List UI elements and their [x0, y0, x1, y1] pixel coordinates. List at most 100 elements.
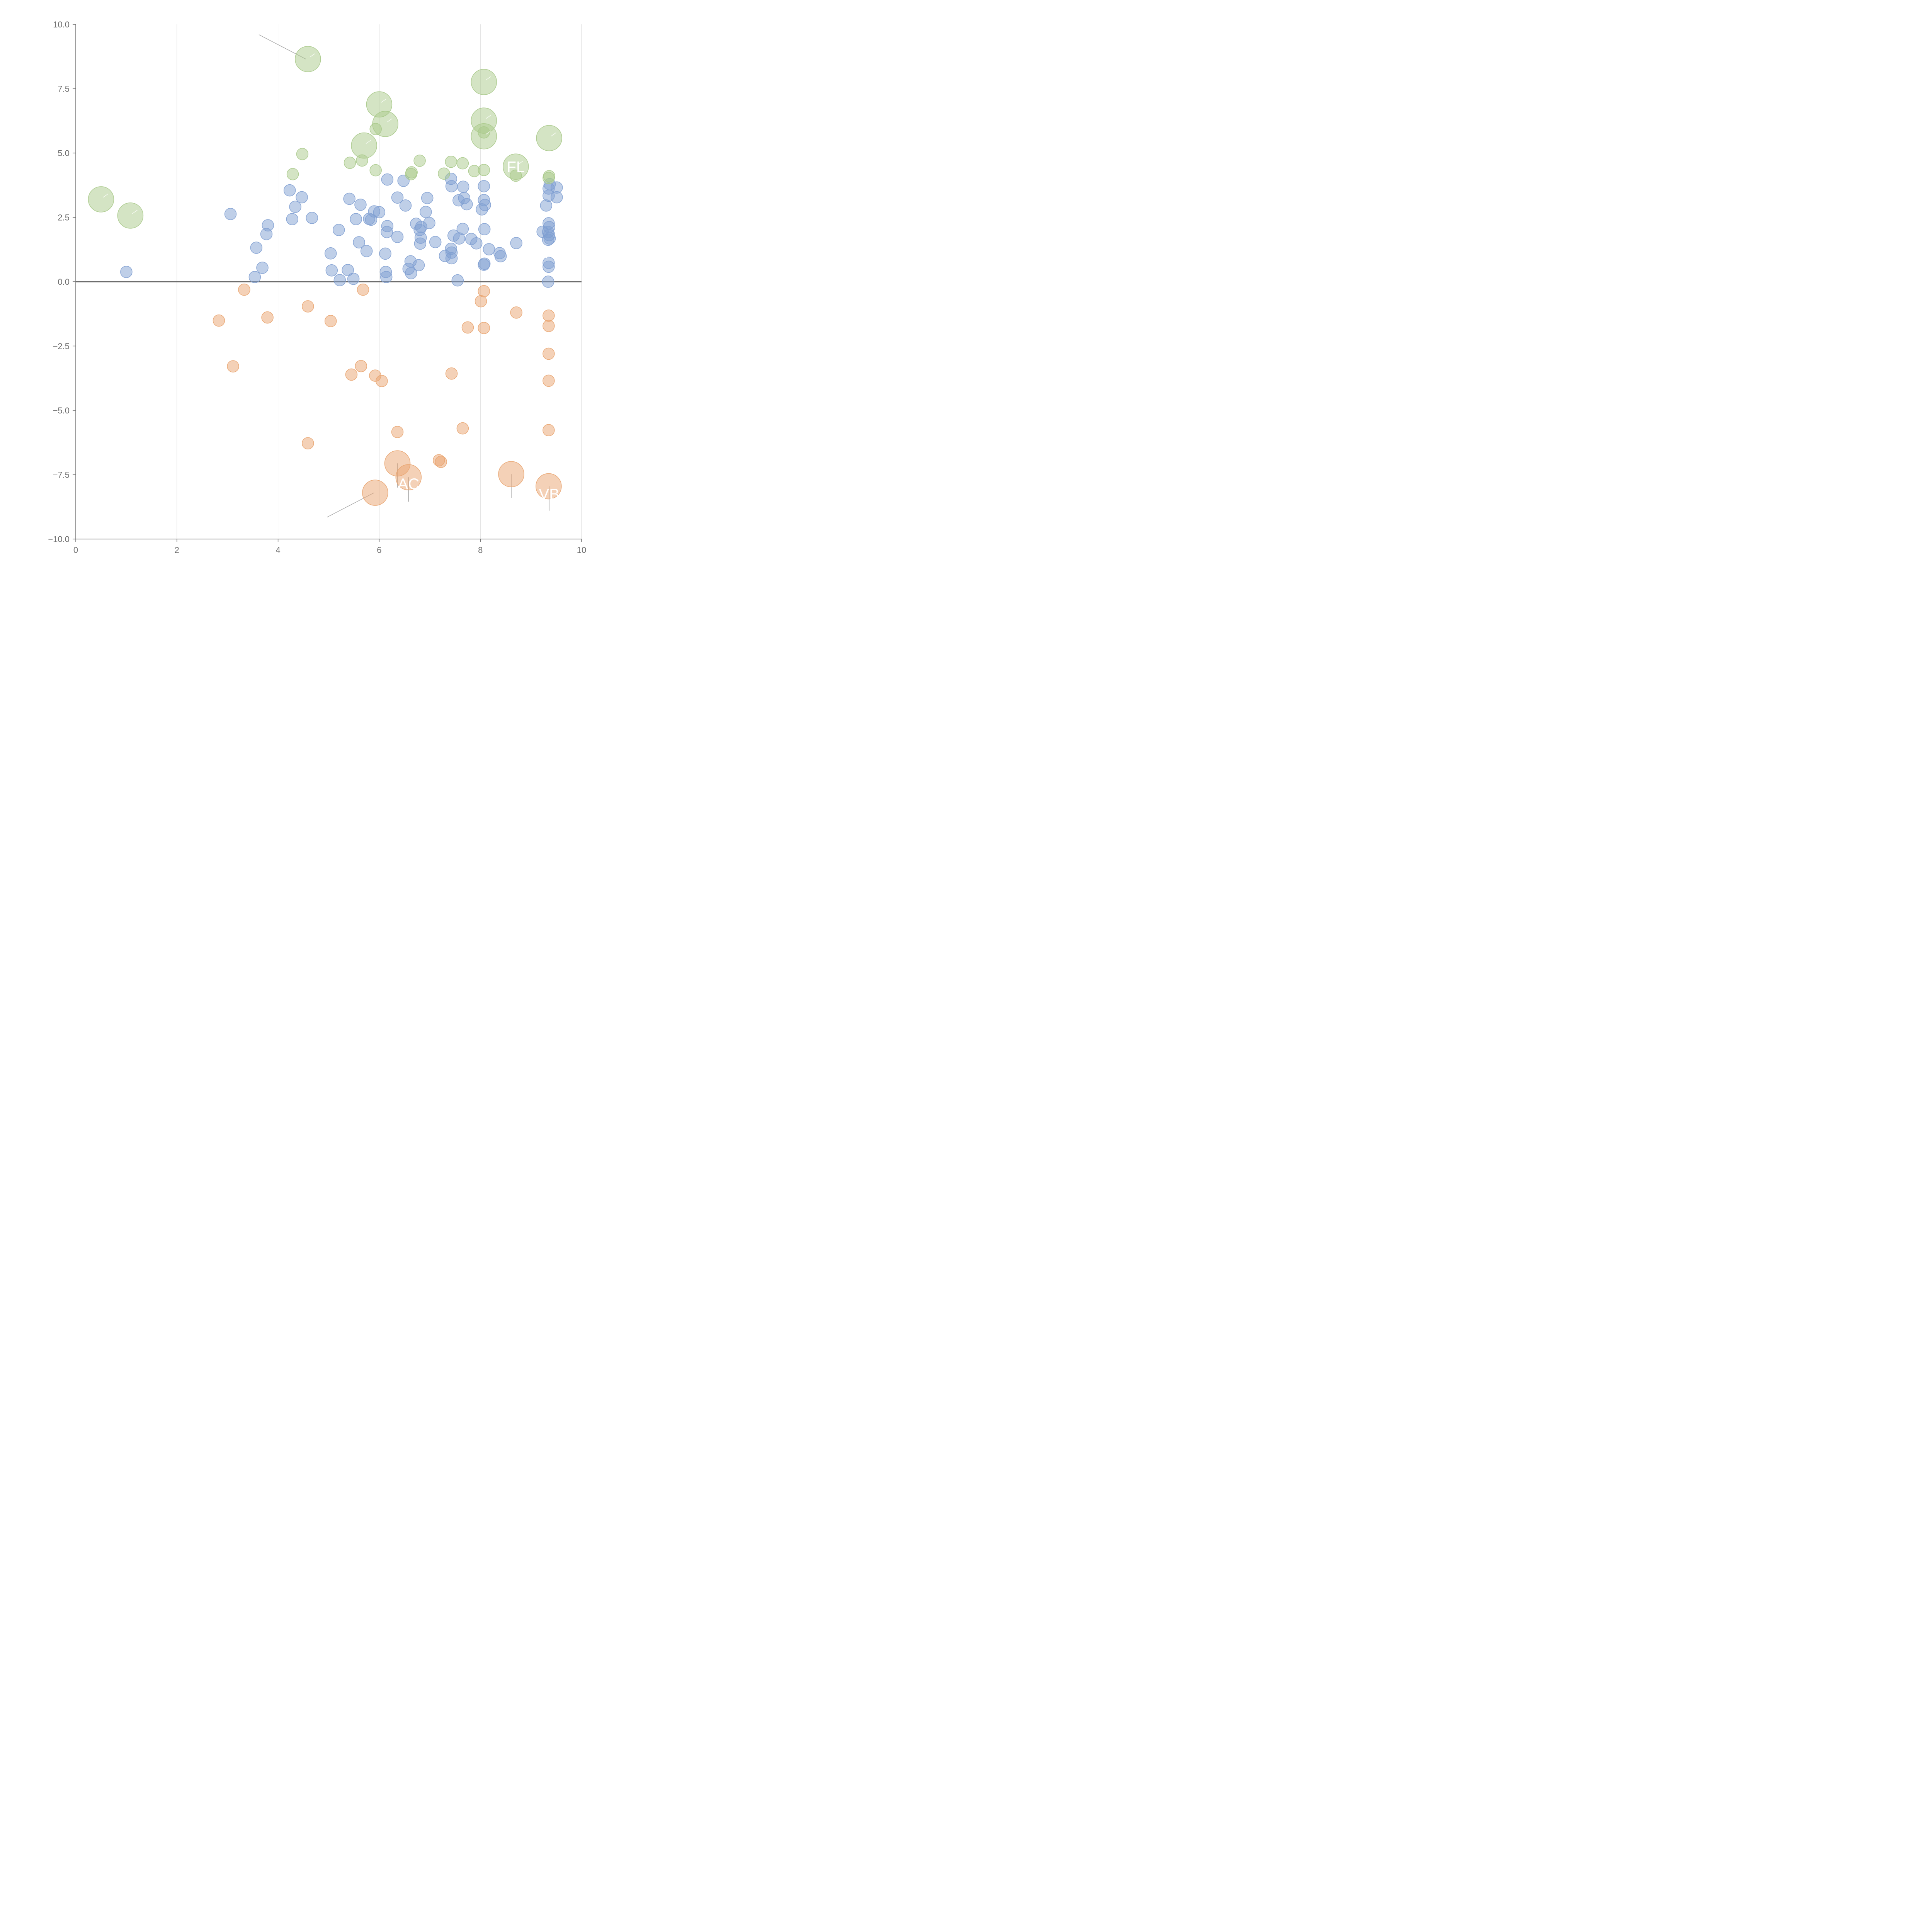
blue-bubble: [343, 192, 355, 205]
blue-bubble: [262, 219, 274, 231]
green-bubble: [295, 46, 321, 72]
orange-bubble: [435, 456, 447, 468]
orange-bubble: [543, 424, 555, 437]
blue-bubble: [324, 247, 337, 260]
bubble-inner-line: [310, 53, 315, 58]
green-bubble: [369, 164, 382, 177]
blue-bubble: [478, 180, 490, 192]
bubble-label: R: [544, 244, 556, 261]
blue-bubble: [461, 198, 473, 211]
green-bubble: [344, 156, 356, 169]
orange-bubble: [543, 374, 555, 387]
blue-bubble: [478, 223, 491, 235]
blue-bubble: [333, 274, 346, 286]
blue-bubble: [456, 223, 469, 235]
orange-bubble: [461, 321, 474, 334]
orange-bubble: [302, 437, 314, 449]
green-bubble: [372, 111, 398, 137]
bubble-inner-line: [485, 115, 491, 119]
blue-bubble: [289, 201, 301, 213]
point-labels: FL R AC VB: [398, 158, 560, 503]
orange-bubble: [238, 283, 250, 296]
blue-bubble: [350, 213, 362, 225]
orange-bubble: [543, 320, 555, 332]
green-bubble: [478, 164, 490, 176]
blue-bubble: [479, 199, 491, 211]
blue-bubble: [353, 236, 365, 248]
orange-bubble: [302, 300, 314, 313]
green-bubble: [456, 157, 469, 170]
blue-bubble: [296, 191, 308, 204]
blue-bubble: [256, 262, 269, 274]
data-points: [88, 46, 563, 506]
green-bubble: [413, 155, 426, 167]
orange-bubble: [227, 360, 239, 372]
orange-bubble: [478, 322, 490, 334]
orange-bubble: [213, 314, 225, 327]
green-bubble: [296, 148, 309, 160]
orange-bubble: [543, 347, 555, 360]
orange-bubble: [261, 311, 274, 324]
green-bubble: [438, 167, 450, 180]
bubble-inner-line: [485, 131, 491, 135]
blue-bubble: [354, 199, 367, 211]
green-bubble: [536, 125, 562, 151]
bubble-inner-line: [517, 161, 523, 165]
orange-bubble: [355, 360, 367, 372]
blue-bubble: [405, 267, 417, 279]
blue-bubble: [551, 181, 563, 194]
blue-bubble: [347, 272, 360, 285]
bubble-inner-line: [551, 132, 556, 136]
blue-bubble: [543, 221, 555, 233]
orange-bubble: [510, 306, 522, 319]
blue-bubble: [445, 180, 458, 192]
green-bubble: [543, 170, 555, 182]
blue-bubble: [391, 231, 404, 243]
x-tick-label: 6: [377, 545, 381, 555]
green-bubble: [445, 155, 457, 168]
blue-bubble: [510, 237, 522, 249]
bubble-label: VB: [539, 486, 560, 503]
orange-bubble: [445, 367, 458, 380]
green-bubble: [286, 168, 299, 180]
bubble-inner-line: [103, 194, 108, 198]
y-tick-label: −10.0: [48, 534, 70, 544]
orange-bubble: [345, 368, 358, 381]
blue-bubble: [248, 271, 261, 283]
bubble-label: AC: [398, 476, 420, 493]
bubble-chart: 0 2 4 6 8 10 10.0 7.5 5.0 2.5 0.0 −2.5 −5.0 −7.5 −10.0…: [48, 20, 586, 555]
blue-bubble: [414, 231, 427, 244]
blue-bubble: [373, 206, 386, 218]
y-tick-label: −7.5: [53, 470, 70, 480]
green-bubble: [351, 132, 377, 159]
blue-bubble: [483, 243, 495, 255]
blue-bubble: [412, 259, 425, 272]
axes: [75, 24, 582, 539]
blue-bubble: [457, 180, 469, 193]
orange-bubble: [357, 283, 369, 296]
green-bubble: [117, 202, 144, 229]
blue-bubble: [478, 257, 491, 270]
blue-bubble: [494, 250, 507, 262]
orange-bubble: [376, 375, 388, 387]
blue-bubble: [429, 236, 442, 248]
blue-bubble: [332, 224, 345, 236]
blue-bubble: [286, 213, 299, 225]
blue-bubble: [250, 242, 263, 254]
green-bubble: [503, 153, 529, 180]
x-tick-label: 8: [478, 545, 483, 555]
bubble-inner-line: [366, 140, 371, 144]
bubble-inner-line: [381, 99, 386, 103]
blue-bubble: [379, 247, 391, 260]
blue-bubble: [542, 276, 554, 288]
blue-bubble: [423, 217, 435, 229]
x-tick-label: 2: [175, 545, 179, 555]
blue-bubble: [391, 191, 404, 204]
green-bubble: [405, 166, 418, 179]
x-tick-label: 10: [577, 545, 586, 555]
x-tick-label: 0: [73, 545, 78, 555]
blue-bubble: [381, 220, 394, 232]
orange-bubble: [543, 310, 555, 322]
green-bubble: [471, 69, 497, 95]
blue-bubble: [470, 237, 483, 250]
